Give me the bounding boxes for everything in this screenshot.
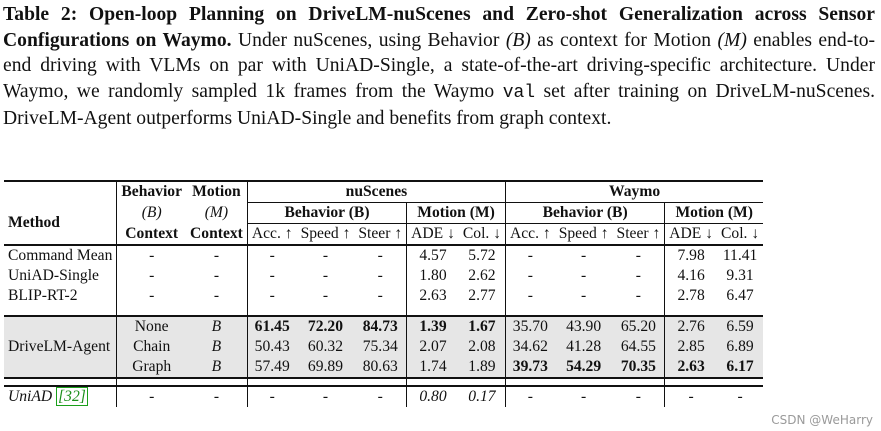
col-col: Col. ↓ — [458, 223, 506, 245]
col-acc-w: Acc. ↑ — [505, 223, 555, 245]
behavior-context-h3: Context — [125, 224, 179, 242]
results-table: Behavior Motion nuScenes Waymo Method (B… — [4, 180, 764, 407]
table-row: DriveLM-Agent None B 61.45 72.20 84.73 1… — [4, 316, 764, 378]
caption-symbol-m: (M) — [717, 29, 747, 51]
table-row: Graph B 57.49 69.89 80.63 1.74 1.89 39.7… — [4, 357, 764, 378]
caption-body-1: Under nuScenes, using Behavior — [238, 29, 500, 51]
header-row-3: Context Context Acc. ↑ Speed ↑ Steer ↑ A… — [4, 223, 764, 245]
table-row: UniAD [32] - - - - - 0.80 0.17 - - - - - — [4, 386, 764, 407]
waymo-motion-group: Motion (M) — [664, 202, 764, 224]
caption-body-2: as context for Motion — [537, 29, 712, 51]
table-row: BLIP-RT-2 - - - - - 2.63 2.77 - - - 2.78… — [4, 286, 763, 306]
caption-label: Table 2: — [3, 4, 78, 25]
caption-body-4: set after training on DriveLM-nuScenes. … — [3, 80, 875, 130]
table-row: Command Mean - - - - - 4.57 5.72 - - - 7… — [4, 245, 764, 266]
nus-behavior-group: Behavior (B) — [247, 202, 408, 224]
agent-name: DriveLM-Agent — [4, 316, 118, 378]
motion-context-h3: Context — [186, 223, 248, 245]
method-header: Method — [4, 202, 118, 245]
uniad-name: UniAD [32] — [4, 386, 118, 407]
motion-context-h1: Motion — [186, 181, 248, 203]
caption-mono-val: val — [502, 82, 536, 103]
table-row: UniAD-Single - - - - - 1.80 2.62 - - - 4… — [4, 266, 763, 286]
watermark: CSDN @WeHarry — [771, 413, 873, 427]
col-steer-w: Steer ↑ — [612, 223, 666, 245]
caption-body-3: enables end-to-end driving with VLMs on … — [3, 29, 876, 102]
table-caption: Table 2: Open-loop Planning on DriveLM-n… — [3, 2, 875, 132]
col-speed-w: Speed ↑ — [554, 223, 613, 245]
header-row-2: Method (B) (M) Behavior (B) Motion (M) B… — [4, 202, 764, 245]
table-row: Chain B 50.43 60.32 75.34 2.07 2.08 34.6… — [4, 337, 764, 357]
waymo-header: Waymo — [609, 183, 661, 200]
col-acc: Acc. ↑ — [247, 223, 297, 245]
citation-link[interactable]: [32] — [56, 387, 88, 406]
col-col-w: Col. ↓ — [717, 223, 764, 245]
behavior-context-h2: (B) — [141, 204, 162, 221]
caption-symbol-b: (B) — [505, 29, 531, 51]
behavior-context-h1: Behavior — [121, 183, 183, 201]
nuscenes-header: nuScenes — [247, 181, 507, 203]
nus-motion-group: Motion (M) — [406, 202, 506, 224]
col-ade: ADE ↓ — [406, 223, 459, 245]
motion-context-h2: (M) — [186, 202, 248, 224]
col-ade-w: ADE ↓ — [664, 223, 718, 245]
caption-title: Open-loop Planning on DriveLM-nuScenes a… — [3, 4, 875, 51]
col-steer: Steer ↑ — [354, 223, 408, 245]
col-speed: Speed ↑ — [296, 223, 355, 245]
waymo-behavior-group: Behavior (B) — [505, 202, 666, 224]
header-row-1: Behavior Motion nuScenes Waymo — [4, 181, 764, 203]
